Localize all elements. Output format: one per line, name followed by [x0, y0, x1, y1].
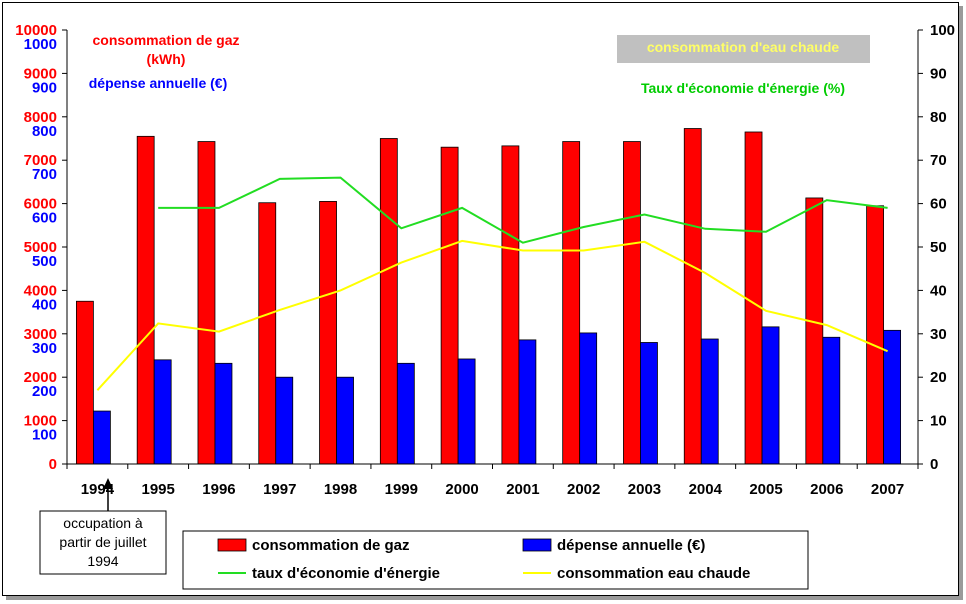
right-tick-label: 100	[930, 22, 955, 39]
axes-layer: 0100020003000400050006000700080009000100…	[15, 22, 955, 498]
bars-layer	[75, 128, 902, 465]
x-tick-label: 2000	[445, 481, 478, 498]
x-tick-label: 2005	[749, 481, 782, 498]
gas-bar	[319, 201, 337, 465]
x-tick-label: 2004	[689, 481, 723, 498]
left-eur-tick-label: 700	[32, 166, 57, 183]
gas-bar	[744, 131, 763, 465]
x-tick-label: 2007	[871, 481, 904, 498]
savings-rate-line	[158, 176, 888, 244]
spending-bar	[275, 376, 294, 465]
left-kwh-tick-label: 10000	[15, 22, 57, 39]
spending-bar	[92, 410, 111, 465]
gas-bar	[623, 141, 641, 465]
gas-bar	[136, 135, 155, 465]
legend-label: taux d'économie d'énergie	[252, 565, 440, 582]
right-tick-label: 90	[930, 65, 947, 82]
note-line-2: partir de juillet	[59, 534, 146, 550]
left-eur-tick-label: 800	[32, 123, 57, 140]
hot-water-label-box	[617, 35, 870, 63]
left-eur-tick-label: 300	[32, 340, 57, 357]
legend-label: dépense annuelle (€)	[557, 537, 705, 554]
left-eur-tick-label: 500	[32, 253, 57, 270]
gas-bar	[75, 300, 94, 465]
note-line-3: 1994	[87, 553, 118, 569]
note-line-1: occupation à	[63, 515, 143, 531]
right-tick-label: 80	[930, 109, 947, 126]
gas-bar	[501, 145, 520, 465]
gas-bar	[683, 128, 702, 465]
left-eur-tick-label: 400	[32, 296, 57, 313]
left-kwh-tick-label: 0	[49, 456, 57, 473]
savings-rate-label: Taux d'économie d'énergie (%)	[641, 80, 845, 96]
spending-bar	[518, 339, 537, 465]
legend-label: consommation de gaz	[252, 537, 410, 554]
spending-bar	[214, 362, 233, 465]
x-tick-label: 1995	[141, 481, 174, 498]
lines-layer	[96, 176, 888, 391]
right-tick-label: 30	[930, 326, 947, 343]
gas-axis-title: consommation de gaz	[92, 32, 239, 48]
x-tick-label: 1998	[324, 481, 357, 498]
x-tick-label: 1996	[202, 481, 235, 498]
left-eur-tick-label: 600	[32, 210, 57, 227]
x-tick-label: 1997	[263, 481, 296, 498]
right-tick-label: 60	[930, 196, 947, 213]
x-tick-label: 1999	[385, 481, 418, 498]
left-kwh-tick-label: 8000	[24, 109, 57, 126]
spending-bar	[700, 338, 719, 465]
legend: consommation de gaz dépense annuelle (€) t…	[217, 537, 750, 582]
spending-bar	[396, 362, 415, 465]
legend-label: consommation eau chaude	[557, 565, 750, 582]
legend-box	[182, 530, 809, 590]
gas-axis-unit: (kWh)	[147, 51, 186, 67]
gas-bar	[197, 141, 216, 465]
right-tick-label: 50	[930, 239, 947, 256]
left-kwh-tick-label: 4000	[24, 282, 57, 299]
right-tick-label: 20	[930, 369, 947, 386]
gas-bar	[562, 141, 581, 465]
spending-axis-title: dépense annuelle (€)	[89, 75, 227, 91]
gas-bar	[805, 197, 824, 465]
x-tick-label: 2002	[567, 481, 600, 498]
right-tick-label: 70	[930, 152, 947, 169]
right-tick-label: 0	[930, 456, 938, 473]
left-kwh-tick-label: 6000	[24, 196, 57, 213]
x-tick-label: 2003	[628, 481, 661, 498]
spending-bar	[336, 376, 354, 465]
left-kwh-tick-label: 1000	[24, 413, 57, 430]
left-eur-tick-label: 200	[32, 383, 57, 400]
spending-bar	[640, 342, 658, 465]
left-eur-tick-label: 1000	[24, 36, 57, 53]
note-arrow-head	[103, 478, 113, 489]
spending-bar	[457, 358, 476, 465]
spending-bar	[822, 336, 841, 465]
hot-water-line	[96, 239, 888, 391]
gas-bar	[440, 146, 459, 465]
left-kwh-tick-label: 2000	[24, 369, 57, 386]
left-kwh-tick-label: 5000	[24, 239, 57, 256]
right-tick-label: 10	[930, 413, 947, 430]
legend-swatch	[217, 538, 247, 552]
legend-swatch	[522, 538, 552, 552]
x-tick-label: 2001	[506, 481, 539, 498]
chart-frame	[2, 2, 959, 596]
hot-water-label: consommation d'eau chaude	[647, 39, 840, 55]
left-eur-tick-label: 100	[32, 427, 57, 444]
left-eur-tick-label: 900	[32, 79, 57, 96]
left-kwh-tick-label: 3000	[24, 326, 57, 343]
left-kwh-tick-label: 7000	[24, 152, 57, 169]
right-tick-label: 40	[930, 282, 947, 299]
x-tick-label: 2006	[810, 481, 843, 498]
gas-bar	[258, 202, 277, 465]
gas-bar	[379, 138, 398, 465]
gas-bar	[866, 205, 885, 465]
note-box	[39, 510, 167, 575]
spending-bar	[153, 359, 172, 465]
left-kwh-tick-label: 9000	[24, 65, 57, 82]
spending-bar	[761, 326, 780, 465]
spending-bar	[579, 332, 598, 465]
